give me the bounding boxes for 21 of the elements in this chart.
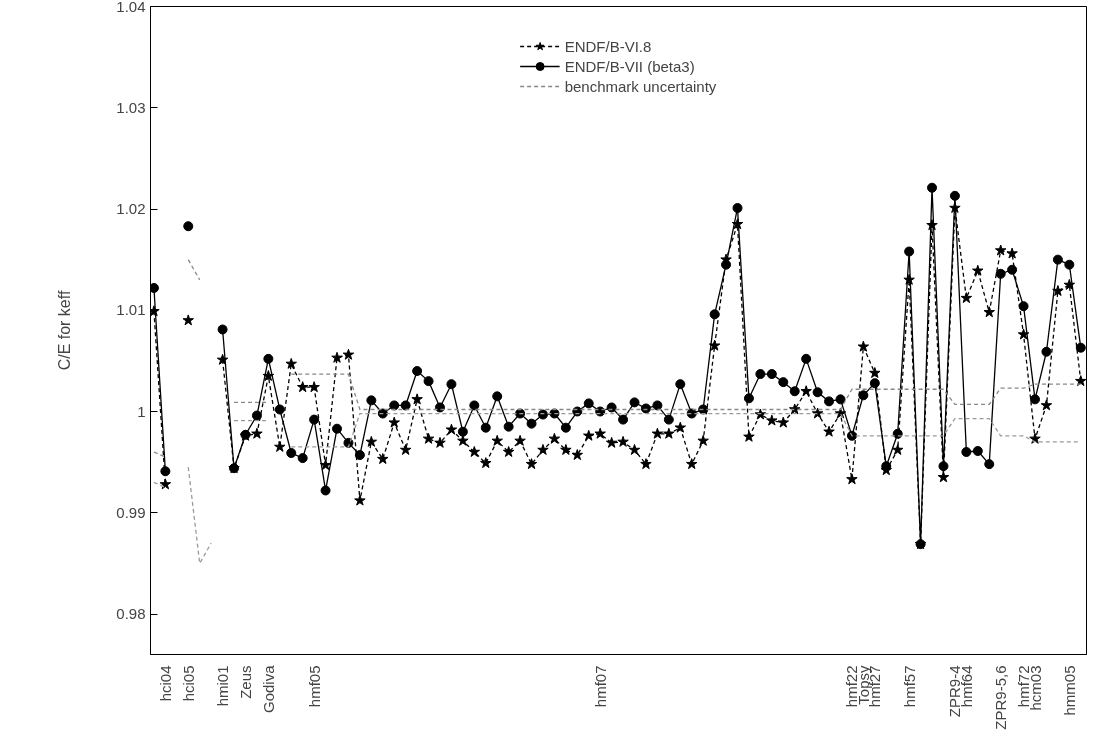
y-tick-label: 1.02 xyxy=(116,200,146,217)
y-tick-label: 1 xyxy=(137,402,146,420)
x-tick-label: hmm05 xyxy=(1060,665,1078,716)
x-tick-label: ZPR9-5,6 xyxy=(992,665,1010,730)
x-tick-label: Godiva xyxy=(259,664,277,714)
y-tick-label: 1.04 xyxy=(116,0,146,15)
x-tick-label: hmf57 xyxy=(900,665,918,708)
legend-label: ENDF/B-VII (beta3) xyxy=(564,57,695,75)
x-tick-label: hmf07 xyxy=(591,665,609,708)
y-tick-label: 0.99 xyxy=(116,503,146,521)
x-tick-label: Zeus xyxy=(236,665,254,699)
y-tick-label: 1.01 xyxy=(116,301,146,319)
legend-label: ENDF/B-VI.8 xyxy=(564,37,652,55)
x-tick-label: hci04 xyxy=(156,665,174,702)
y-tick-label: 1.03 xyxy=(116,98,146,116)
x-tick-label: hmi01 xyxy=(214,665,232,707)
x-tick-label: hci05 xyxy=(179,665,197,702)
legend-label: benchmark uncertainty xyxy=(564,77,717,95)
y-tick-label: 0.98 xyxy=(116,605,146,622)
x-tick-label: hmf05 xyxy=(305,665,323,708)
y-axis-title: C/E for keff xyxy=(56,290,74,371)
